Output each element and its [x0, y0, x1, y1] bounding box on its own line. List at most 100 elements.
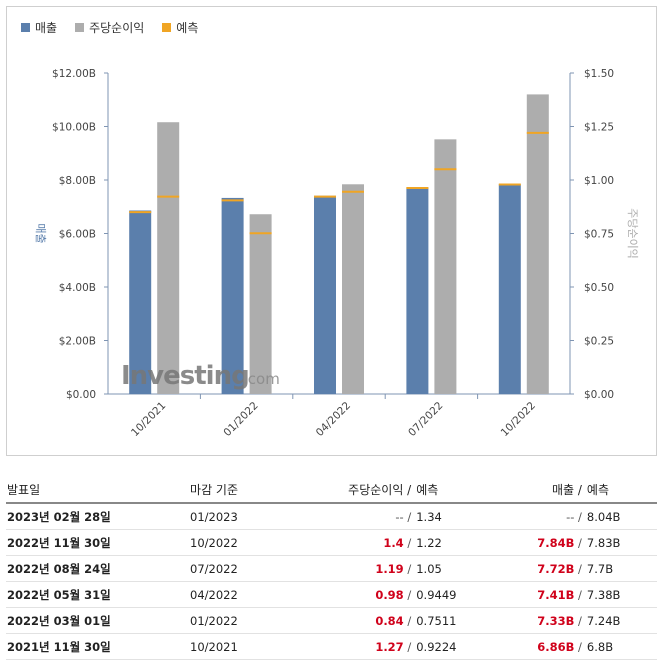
revenue-bar [129, 210, 152, 394]
cell-eps-value: 0.98 [375, 587, 404, 602]
y-tick-label-left: $4.00B [59, 282, 96, 294]
cell-eps-sep: / [403, 509, 412, 524]
cell-eps-sep: / [403, 587, 412, 602]
legend-label-eps: 주당순이익 [89, 21, 145, 35]
cell-eps-value: 1.19 [375, 561, 404, 576]
y-tick-label-left: $0.00 [66, 389, 96, 401]
eps-bar [249, 214, 272, 394]
col-header-eps-forecast[interactable]: 예측 [415, 476, 475, 504]
cell-revenue-sep: / [574, 613, 582, 628]
eps-bar [342, 184, 364, 394]
y-tick-label-right: $1.25 [584, 122, 614, 134]
cell-eps-value: 1.27 [375, 639, 404, 654]
x-tick-label: 10/2022 [499, 400, 538, 439]
cell-revenue: 6.86B / [474, 633, 586, 660]
cell-date: 2021년 11월 30일 [6, 633, 190, 660]
cell-revenue: 7.41B / [474, 581, 586, 608]
cell-revenue-value: -- [566, 509, 575, 524]
cell-revenue-forecast-value: 7.83B [586, 535, 621, 550]
eps-bar [526, 94, 549, 395]
cell-eps-forecast-value: 0.7511 [416, 613, 457, 628]
col-header-eps[interactable]: 주당순이익 / [314, 476, 416, 504]
earnings-chart: $0.00 $2.00B $4.00B $6.00B $8.00B $10.00B $12.… [34, 68, 639, 439]
cell-revenue: -- / [474, 503, 586, 530]
eps-bar [157, 122, 180, 394]
table-row: 2022년 05월 31일 04/2022 0.98 / 0.9449 7.41B /… [6, 581, 657, 608]
cell-period-value: 10/2021 [190, 639, 238, 654]
y-tick-label-left: $6.00B [59, 229, 96, 241]
revenue-bar [406, 187, 429, 394]
legend-label-revenue: 매출 [35, 21, 58, 35]
cell-eps: 0.84 / [314, 607, 416, 634]
cell-eps: 1.19 / [314, 555, 416, 582]
cell-period-value: 10/2022 [190, 535, 238, 550]
cell-revenue: 7.84B / [474, 529, 586, 556]
table-row: 2022년 03월 01일 01/2022 0.84 / 0.7511 7.33B /… [6, 607, 657, 634]
legend-swatch-forecast [162, 23, 172, 32]
cell-eps-value: 0.84 [375, 613, 404, 628]
y-axis-title-left: 매출 [34, 223, 47, 243]
revenue-bar [498, 184, 521, 394]
cell-revenue: 7.72B / [474, 555, 586, 582]
legend-item-revenue[interactable]: 매출 [21, 19, 57, 36]
cell-date-value: 2022년 05월 31일 [7, 587, 111, 602]
col-header-date[interactable]: 발표일 [6, 476, 190, 504]
table-header-row: 발표일 마감 기준 주당순이익 / 예측 매출 / 예측 [6, 476, 657, 504]
cell-eps-forecast: 1.34 [415, 503, 475, 530]
cell-eps-sep: / [403, 561, 412, 576]
y-tick-label-right: $0.75 [584, 229, 614, 241]
eps-bar [434, 139, 457, 394]
legend-item-eps[interactable]: 주당순이익 [75, 19, 144, 36]
legend-item-forecast[interactable]: 예측 [162, 19, 198, 36]
cell-eps-forecast-value: 0.9449 [416, 587, 457, 602]
cell-eps: 0.98 / [314, 581, 416, 608]
cell-period: 01/2022 [189, 607, 315, 634]
cell-date-value: 2022년 03월 01일 [7, 613, 111, 628]
cell-revenue-value: 6.86B [537, 639, 575, 654]
investing-logo-watermark: Investing [121, 361, 249, 391]
cell-revenue-forecast: 7.24B [585, 607, 657, 634]
cell-revenue-forecast: 6.8B [585, 633, 657, 660]
col-header-revenue-label: 매출 [551, 482, 575, 497]
cell-eps: 1.4 / [314, 529, 416, 556]
cell-revenue-forecast-value: 7.38B [586, 587, 621, 602]
cell-date: 2023년 02월 28일 [6, 503, 190, 530]
cell-period: 10/2022 [189, 529, 315, 556]
cell-revenue-forecast: 7.83B [585, 529, 657, 556]
legend-swatch-revenue [21, 23, 30, 32]
cell-date-value: 2021년 11월 30일 [7, 639, 111, 654]
x-tick-label: 07/2022 [406, 400, 445, 439]
table-row: 2021년 11월 30일 10/2021 1.27 / 0.9224 6.86B /… [6, 633, 657, 660]
cell-eps-forecast-value: 1.22 [416, 535, 442, 550]
cell-eps-forecast: 1.22 [415, 529, 475, 556]
table-row: 2023년 02월 28일 01/2023 -- / 1.34 -- / 8.04B [6, 503, 657, 530]
cell-eps: 1.27 / [314, 633, 416, 660]
col-header-eps-sep: / [403, 482, 412, 497]
col-header-revenue-forecast[interactable]: 예측 [585, 476, 657, 504]
cell-eps-forecast: 0.7511 [415, 607, 475, 634]
table-row: 2022년 08월 24일 07/2022 1.19 / 1.05 7.72B / 7… [6, 555, 657, 582]
investing-logo-suffix: .com [243, 370, 280, 388]
cell-eps-forecast: 1.05 [415, 555, 475, 582]
cell-revenue-forecast-value: 7.24B [586, 613, 621, 628]
y-tick-label-right: $0.25 [584, 336, 614, 348]
cell-eps-forecast: 0.9449 [415, 581, 475, 608]
table-body: 2023년 02월 28일 01/2023 -- / 1.34 -- / 8.04B 2… [6, 503, 657, 660]
cell-period-value: 07/2022 [190, 561, 238, 576]
cell-period: 07/2022 [189, 555, 315, 582]
cell-period-value: 04/2022 [190, 587, 238, 602]
col-header-period[interactable]: 마감 기준 [189, 476, 315, 504]
cell-revenue-sep: / [574, 639, 582, 654]
y-tick-label-right: $0.00 [584, 389, 614, 401]
cell-eps-value: -- [395, 509, 404, 524]
x-tick-label: 04/2022 [314, 400, 353, 439]
cell-period-value: 01/2022 [190, 613, 238, 628]
cell-eps-sep: / [403, 639, 412, 654]
cell-date-value: 2023년 02월 28일 [7, 509, 111, 524]
cell-date-value: 2022년 11월 30일 [7, 535, 111, 550]
cell-revenue-sep: / [574, 535, 582, 550]
cell-eps-sep: / [403, 613, 412, 628]
col-header-revenue[interactable]: 매출 / [474, 476, 586, 504]
cell-period: 10/2021 [189, 633, 315, 660]
cell-eps: -- / [314, 503, 416, 530]
